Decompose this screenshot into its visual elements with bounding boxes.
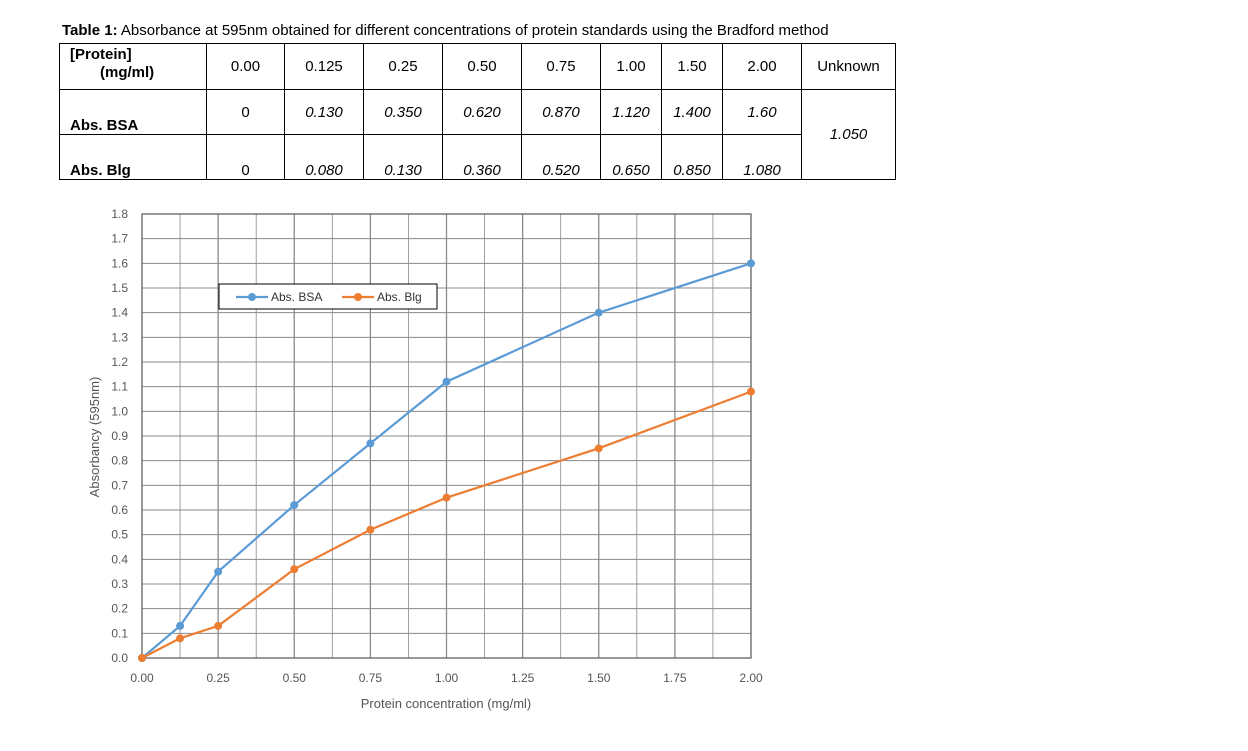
table-caption-label: Table 1:	[62, 22, 118, 39]
y-tick-label: 0.9	[111, 429, 128, 443]
x-tick-label: 0.25	[206, 671, 230, 685]
chart-axes	[141, 213, 752, 659]
data-point	[747, 259, 755, 268]
y-tick-label: 0.3	[111, 577, 128, 591]
x-tick-label: 0.50	[283, 671, 307, 685]
data-point	[176, 634, 185, 643]
y-tick-label: 1.2	[111, 355, 128, 369]
table-cell: 0.870	[521, 89, 601, 135]
x-tick-label: 0.00	[130, 671, 154, 685]
table-cell: 0.350	[363, 89, 443, 135]
y-tick-label: 1.1	[111, 380, 128, 394]
table-cell: 0.650	[600, 134, 662, 180]
table-row-blg: Abs. Blg 0 0.080 0.130 0.360 0.520 0.650…	[59, 134, 896, 180]
table-cell: 0	[206, 134, 285, 180]
y-tick-label: 1.4	[111, 306, 128, 320]
data-point	[366, 525, 375, 534]
header-cell: 2.00	[722, 43, 802, 90]
header-cell: 0.25	[363, 43, 443, 90]
legend-marker	[354, 293, 362, 301]
y-tick-label: 0.5	[111, 528, 128, 542]
plot-area-border	[141, 213, 752, 659]
y-tick-label: 0.2	[111, 602, 128, 616]
header-cell: 0.00	[206, 43, 285, 90]
data-point	[747, 387, 755, 396]
chart-legend: Abs. BSA Abs. Blg	[218, 283, 438, 310]
y-tick-label: 1.6	[111, 256, 128, 270]
x-tick-label: 2.00	[739, 671, 763, 685]
table-cell: 1.080	[722, 134, 802, 180]
table-cell: 0	[206, 89, 285, 135]
data-point	[290, 501, 299, 510]
header-cell: Unknown	[801, 43, 896, 90]
legend-box	[218, 283, 438, 310]
table-caption: Table 1: Absorbance at 595nm obtained fo…	[62, 22, 829, 39]
x-tick-label: 1.75	[663, 671, 687, 685]
x-axis-label: Protein concentration (mg/ml)	[361, 696, 532, 711]
x-tick-label: 1.00	[435, 671, 459, 685]
y-tick-label: 0.8	[111, 454, 128, 468]
row-label: Abs. Blg	[59, 134, 207, 180]
x-tick-label: 1.50	[587, 671, 611, 685]
absorbance-table: [Protein] (mg/ml) 0.00 0.125 0.25 0.50 0…	[59, 43, 896, 180]
data-point	[138, 654, 146, 662]
y-tick-label: 0.4	[111, 552, 128, 566]
legend-label: Abs. BSA	[271, 290, 322, 304]
x-tick-label: 1.25	[511, 671, 535, 685]
table-cell: 0.360	[442, 134, 522, 180]
table-header-row: [Protein] (mg/ml) 0.00 0.125 0.25 0.50 0…	[59, 43, 896, 90]
header-cell: 0.50	[442, 43, 522, 90]
data-point	[442, 493, 451, 502]
table-row-bsa: Abs. BSA 0 0.130 0.350 0.620 0.870 1.120…	[59, 89, 896, 180]
unknown-value-cell: 1.050	[801, 89, 896, 180]
y-tick-label: 0.6	[111, 503, 128, 517]
data-point	[290, 565, 299, 574]
y-tick-label: 1.3	[111, 330, 128, 344]
header-label-cell: [Protein] (mg/ml)	[59, 43, 207, 90]
header-cell: 0.75	[521, 43, 601, 90]
y-tick-label: 1.8	[111, 207, 128, 221]
y-tick-label: 0.7	[111, 478, 128, 492]
table-cell: 0.520	[521, 134, 601, 180]
data-point	[366, 439, 375, 448]
table-cell: 0.080	[284, 134, 364, 180]
row-label: Abs. BSA	[59, 89, 207, 135]
header-label-line1: [Protein]	[70, 46, 132, 63]
table-caption-text: Absorbance at 595nm obtained for differe…	[117, 22, 829, 39]
header-label-line2: (mg/ml)	[100, 64, 155, 81]
legend-label: Abs. Blg	[377, 290, 422, 304]
chart-series	[138, 259, 755, 662]
y-tick-label: 0.1	[111, 626, 128, 640]
y-tick-label: 1.0	[111, 404, 128, 418]
table-cell: 0.620	[442, 89, 522, 135]
table-cell: 1.400	[661, 89, 723, 135]
chart-grid	[142, 214, 751, 658]
legend-marker	[248, 293, 256, 301]
table-cell: 0.130	[284, 89, 364, 135]
y-axis-label: Absorbancy (595nm)	[87, 377, 102, 498]
data-point	[176, 621, 185, 630]
data-point	[442, 377, 451, 386]
data-point	[594, 308, 603, 317]
data-point	[594, 444, 603, 453]
header-cell: 1.00	[600, 43, 662, 90]
x-tick-label: 0.75	[359, 671, 383, 685]
y-tick-label: 1.5	[111, 281, 128, 295]
data-point	[214, 567, 223, 576]
y-tick-label: 0.0	[111, 651, 128, 665]
series-line	[141, 390, 752, 659]
y-tick-label: 1.7	[111, 232, 128, 246]
table-cell: 0.850	[661, 134, 723, 180]
chart-tick-labels: 0.00 0.25 0.50 0.75 1.00 1.25 1.50 1.75 2.00 0.0 0…	[111, 207, 763, 685]
series-line	[141, 262, 752, 659]
data-point	[214, 621, 223, 630]
